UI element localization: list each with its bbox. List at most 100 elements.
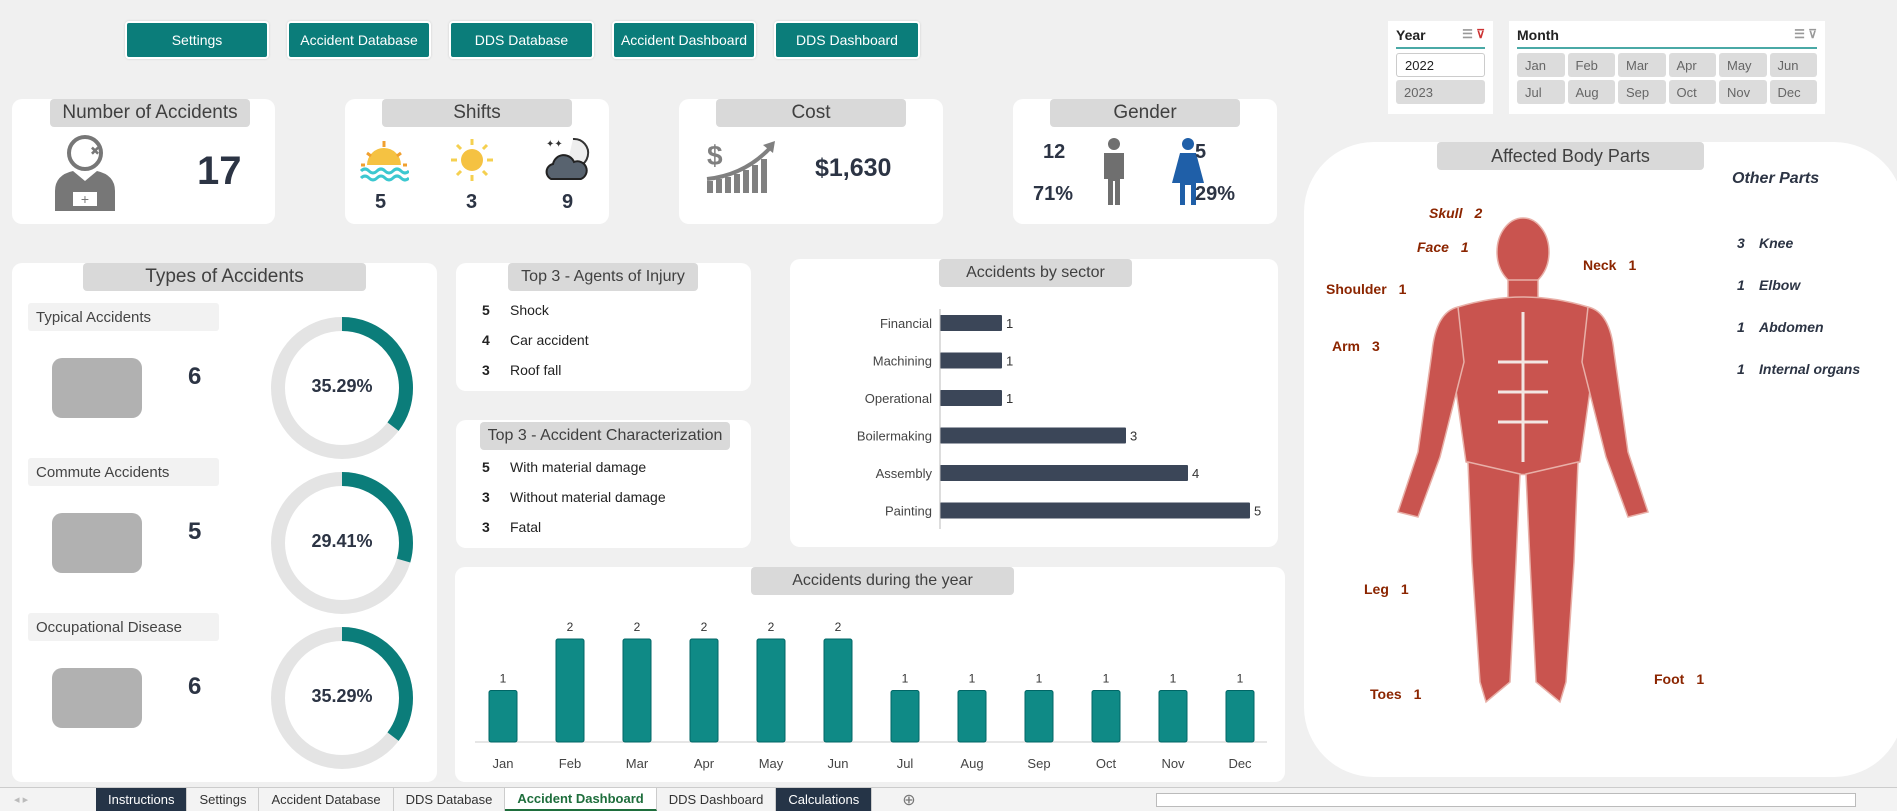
injured-person-icon: +✖ (55, 135, 115, 211)
body-part-label: Neck 1 (1583, 257, 1636, 273)
donut-fill (271, 627, 413, 769)
clear-filter-icon[interactable]: ⊽ (1476, 27, 1485, 41)
type-donut (271, 317, 413, 459)
year-item-2023[interactable]: 2023 (1396, 80, 1485, 104)
type-label: Commute Accidents (28, 458, 219, 486)
sheet-tab[interactable]: Instructions (96, 788, 188, 811)
sheet-scroll-arrows[interactable]: ◂ ▸ (14, 794, 29, 806)
year-slicer-title: Year (1396, 27, 1426, 43)
other-part-name: Elbow (1759, 277, 1801, 293)
monthly-bar-chart: 1 Jan 2 Feb 2 Mar 2 Apr 2 May 2 Jun 1 Jul 1 Aug 1 Sep 1 Oct… (475, 620, 1267, 771)
month-item[interactable]: Feb (1567, 53, 1615, 77)
characterization-title: Top 3 - Accident Characterization (480, 422, 730, 450)
falling-boxes-icon (52, 358, 142, 418)
month-bar (756, 638, 786, 743)
month-value: 1 (1237, 672, 1244, 686)
sheet-tab[interactable]: Accident Dashboard (505, 788, 657, 811)
multi-select-icon[interactable]: ☰ (1462, 27, 1473, 41)
type-percent: 35.29% (311, 686, 373, 706)
multi-select-icon[interactable]: ☰ (1794, 27, 1805, 41)
sector-bar (940, 390, 1002, 406)
sector-label: Painting (885, 504, 932, 519)
types-title: Types of Accidents (83, 263, 366, 291)
horizontal-scrollbar[interactable] (1155, 792, 1856, 807)
body-parts-title: Affected Body Parts (1437, 142, 1704, 170)
month-item[interactable]: Oct (1668, 80, 1716, 104)
characterization-card: Top 3 - Accident Characterization 5 With … (456, 420, 751, 548)
sector-bar (940, 427, 1126, 444)
month-value: 1 (1170, 672, 1177, 686)
afternoon-shift-count: 3 (466, 191, 478, 213)
month-item[interactable]: Jun (1769, 53, 1817, 77)
sunrise-icon (359, 141, 409, 182)
sheet-tab[interactable]: DDS Database (394, 788, 506, 811)
list-label: With material damage (510, 459, 647, 475)
male-percent: 71% (1033, 183, 1074, 205)
month-item[interactable]: Mar (1618, 53, 1666, 77)
other-parts-title: Other Parts (1732, 170, 1820, 187)
sector-bar-chart: Financial 1 Machining 1 Operational 1 Boilerma… (857, 309, 1261, 529)
sector-label: Assembly (876, 466, 933, 481)
month-item[interactable]: Jan (1517, 53, 1565, 77)
sheet-tab[interactable]: Calculations (776, 788, 873, 811)
month-item[interactable]: Apr (1668, 53, 1716, 77)
accidents-card: Number of Accidents + ✖ 17 (12, 99, 275, 224)
sector-value: 1 (1006, 354, 1013, 369)
sector-chart-card: Accidents by sector Financial 1 Machining 1… (790, 259, 1278, 547)
sheet-tab[interactable]: Settings (187, 788, 260, 811)
svg-text:✦✦: ✦✦ (546, 139, 563, 150)
month-item[interactable]: Nov (1719, 80, 1767, 104)
month-slicer-title: Month (1517, 27, 1559, 43)
month-item[interactable]: Aug (1567, 80, 1615, 104)
settings-button[interactable]: Settings (125, 21, 269, 59)
month-label: Nov (1161, 756, 1185, 771)
body-part-count: 2 (1474, 205, 1483, 221)
body-part-label: Toes 1 (1370, 686, 1421, 702)
other-part-item: 3 Knee (1737, 235, 1793, 251)
month-item[interactable]: Jul (1517, 80, 1565, 104)
gender-title: Gender (1050, 99, 1240, 127)
month-value: 1 (969, 672, 976, 686)
month-label: Jul (897, 756, 914, 771)
cost-title: Cost (716, 99, 906, 127)
accident-dashboard-button[interactable]: Accident Dashboard (612, 21, 756, 59)
month-item[interactable]: May (1719, 53, 1767, 77)
sheet-tab[interactable]: DDS Dashboard (657, 788, 777, 811)
sheet-tab[interactable]: Accident Database (259, 788, 394, 811)
month-bar (1091, 690, 1121, 743)
body-part-count: 1 (1460, 239, 1469, 255)
month-bar (1158, 690, 1188, 743)
month-bar (488, 690, 518, 743)
agents-title: Top 3 - Agents of Injury (508, 263, 698, 291)
month-value: 1 (1036, 672, 1043, 686)
list-item: 3 Fatal (482, 512, 666, 542)
svg-text:+: + (81, 191, 89, 207)
night-shift-count: 9 (562, 191, 574, 213)
dds-database-button[interactable]: DDS Database (449, 21, 594, 59)
sheet-tab-bar: ◂ ▸ Instructions Settings Accident Databas… (0, 787, 1897, 811)
list-label: Without material damage (510, 489, 666, 505)
bike-car-collision-icon (52, 513, 142, 573)
add-sheet-icon[interactable]: ⊕ (902, 791, 916, 809)
sector-label: Financial (880, 316, 932, 331)
month-item[interactable]: Dec (1769, 80, 1817, 104)
other-part-count: 3 (1737, 235, 1745, 251)
body-part-count: 1 (1398, 281, 1407, 297)
human-muscle-figure (1397, 217, 1649, 704)
body-parts-card: Affected Body Parts Skull 2 Face 1 Neck 1 Shou… (1304, 142, 1897, 777)
year-item-2022[interactable]: 2022 (1396, 53, 1485, 77)
accident-database-button[interactable]: Accident Database (287, 21, 431, 59)
male-count: 12 (1043, 141, 1066, 163)
month-slicer: Month ☰ ⊽ Jan Feb Mar Apr May Jun Jul Aug Sep Oct N… (1509, 21, 1825, 114)
shifts-title: Shifts (382, 99, 572, 127)
month-label: May (759, 756, 784, 771)
dds-dashboard-button[interactable]: DDS Dashboard (774, 21, 920, 59)
female-percent: 29% (1195, 183, 1236, 205)
month-bar (689, 638, 719, 743)
type-label: Typical Accidents (28, 303, 219, 331)
month-label: Jan (493, 756, 514, 771)
morning-shift-count: 5 (375, 191, 387, 213)
body-part-name: Shoulder (1326, 281, 1387, 297)
male-icon (1104, 138, 1124, 205)
month-item[interactable]: Sep (1618, 80, 1666, 104)
